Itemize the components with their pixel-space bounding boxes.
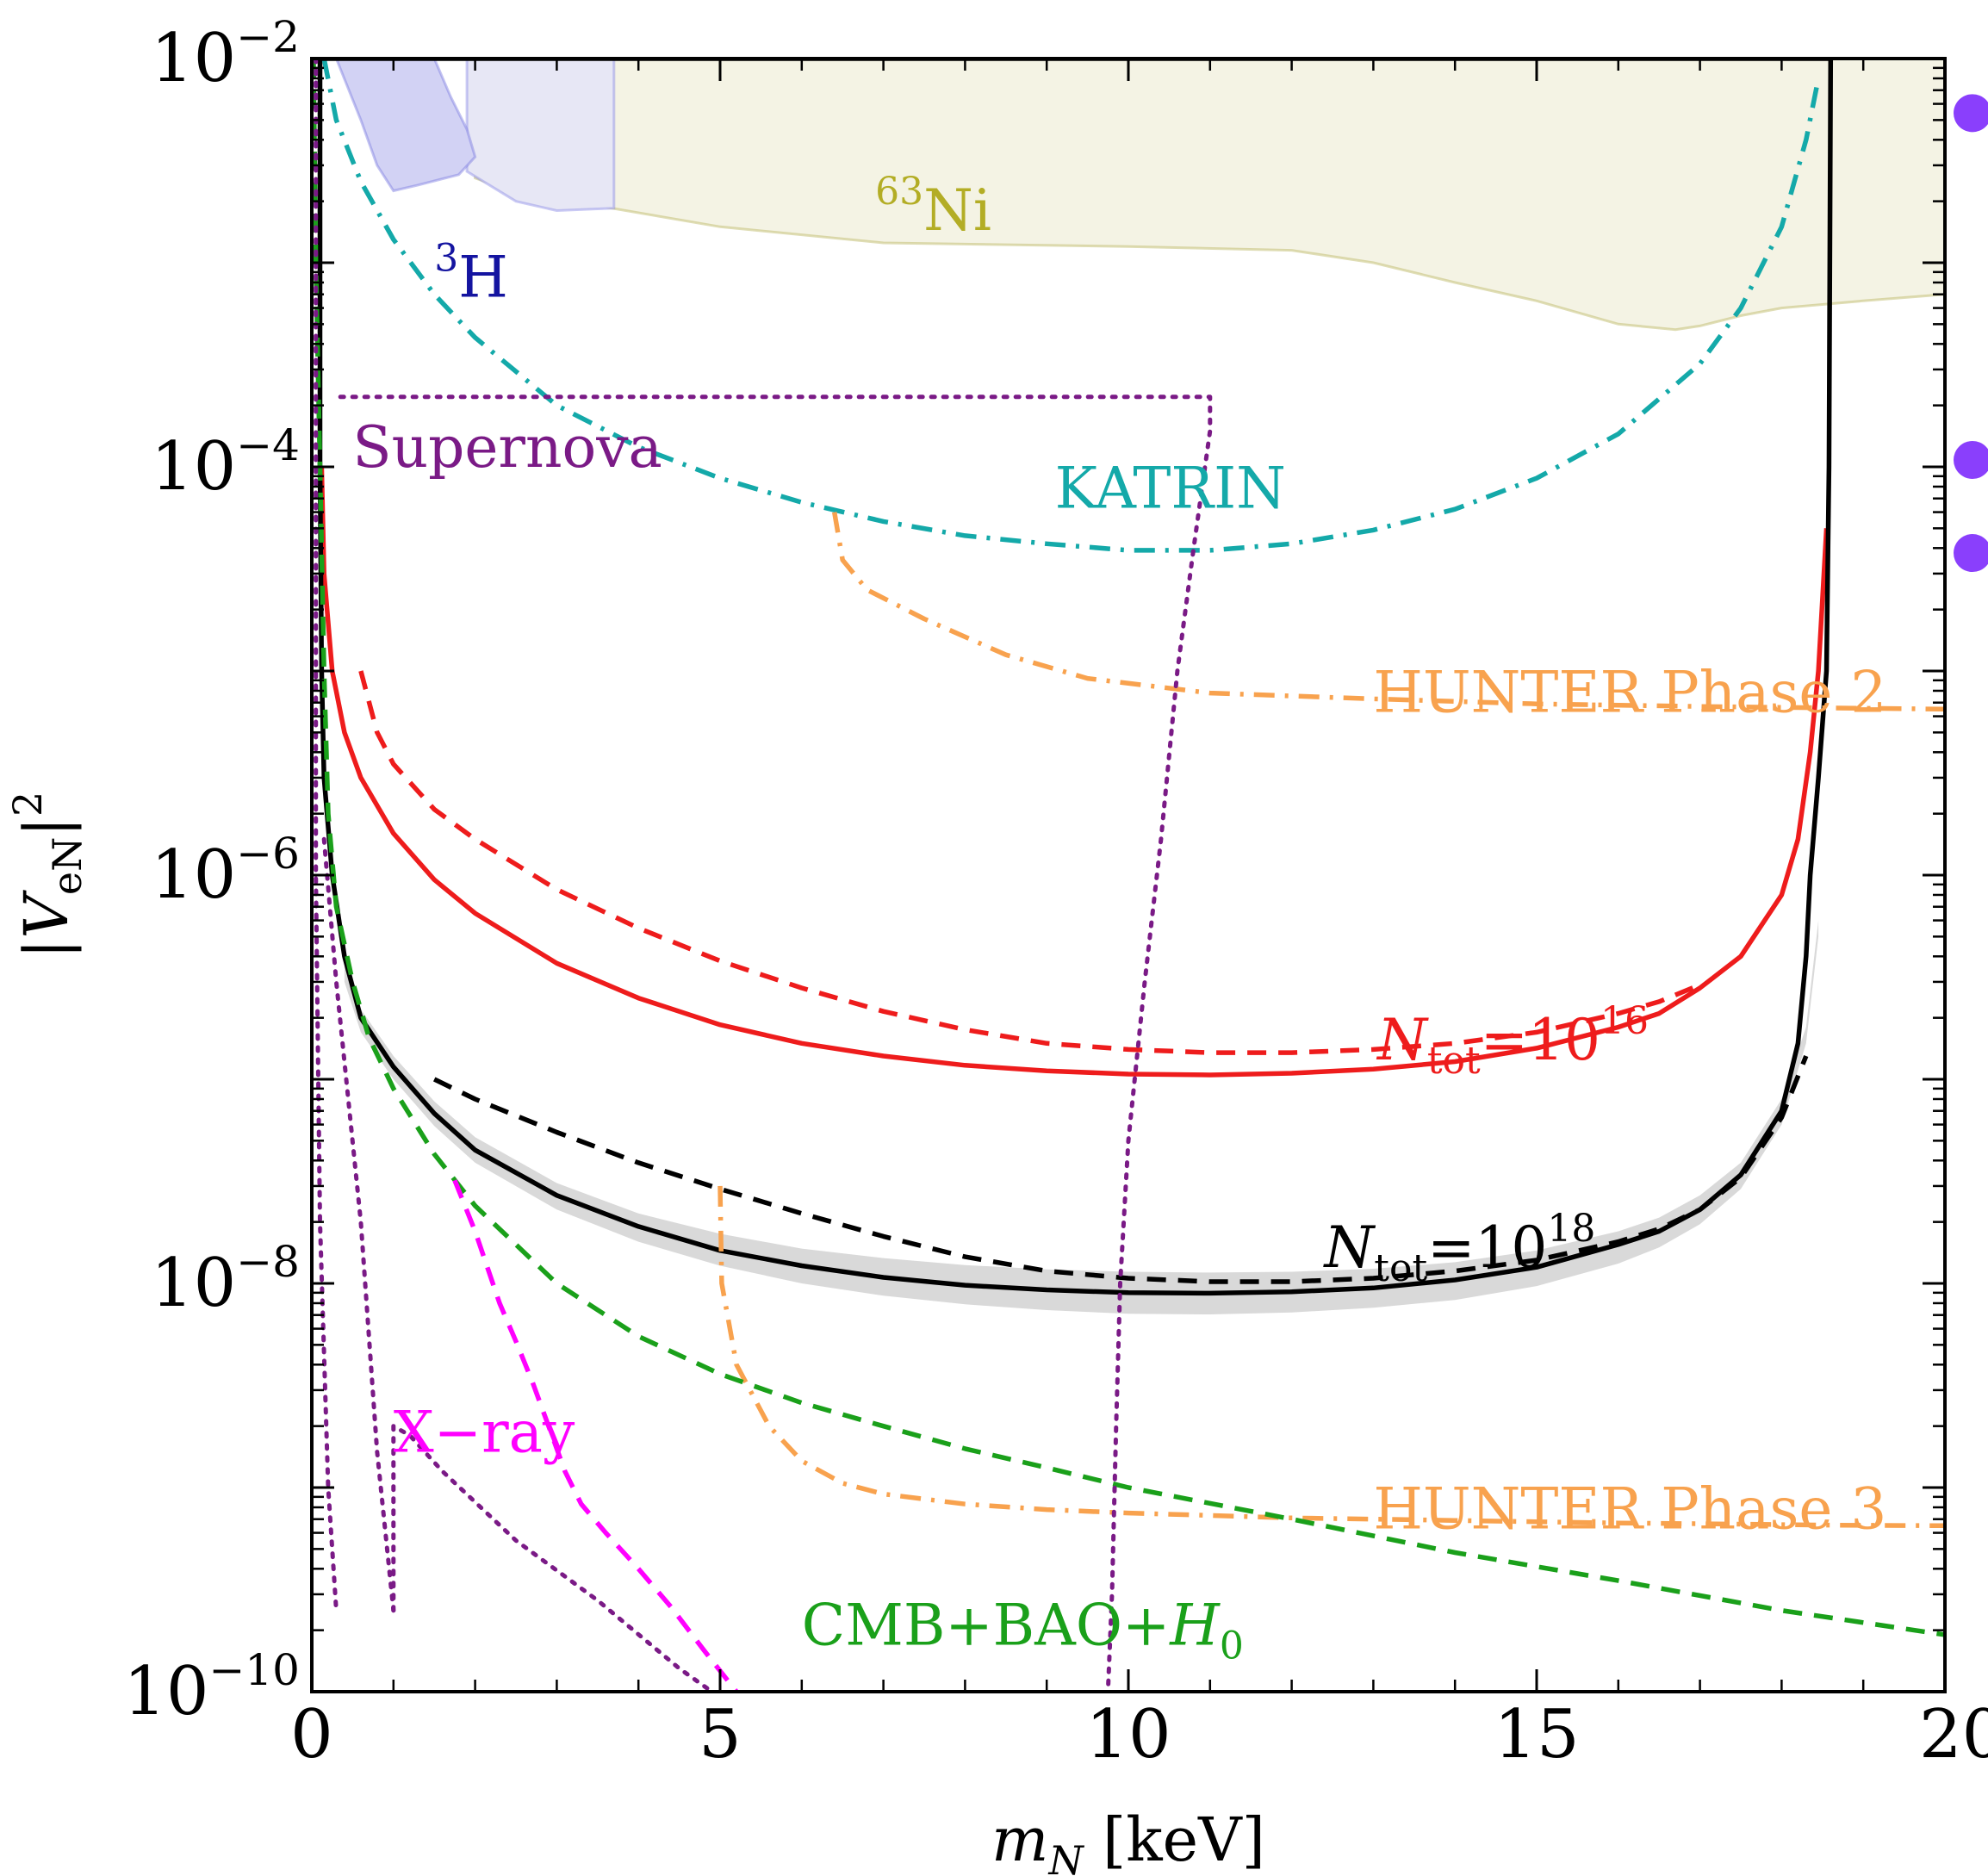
annotation-xray: X−ray xyxy=(394,1399,575,1465)
x-tick-label: 15 xyxy=(1494,1696,1579,1774)
y-tick-label: 10−8 xyxy=(151,1237,300,1322)
x-tick-label: 0 xyxy=(290,1696,333,1774)
series-supernova-left2 xyxy=(394,1426,712,1692)
x-tick-label: 5 xyxy=(699,1696,742,1774)
x-tick-label: 20 xyxy=(1919,1696,1988,1774)
slide-bullet xyxy=(1954,534,1988,572)
annotation-cmb: CMB+BAO+H0 xyxy=(802,1592,1244,1668)
annotation-hunter3: HUNTER Phase 3 xyxy=(1373,1476,1886,1543)
y-tick-label: 10−4 xyxy=(151,420,300,506)
series-ntot16-solid xyxy=(321,467,1826,1075)
annotation-h3: 3H xyxy=(434,237,508,311)
x-tick-label: 10 xyxy=(1085,1696,1171,1774)
region-ni63 xyxy=(475,59,1945,330)
region-h3-light xyxy=(467,59,614,211)
y-tick-label: 10−10 xyxy=(123,1645,300,1730)
x-axis-title: mN [keV] xyxy=(991,1805,1265,1876)
region-layer xyxy=(336,59,1945,330)
annotation-supernova: Supernova xyxy=(352,414,662,481)
bullet-layer xyxy=(1954,94,1988,572)
series-ntot16-dashed xyxy=(361,671,1700,1053)
series-supernova-left xyxy=(324,839,394,1610)
band-layer xyxy=(345,921,1818,1314)
slide-bullet xyxy=(1954,441,1988,479)
annotation-katrin: KATRIN xyxy=(1055,456,1286,522)
slide-bullet xyxy=(1954,94,1988,132)
y-tick-label: 10−6 xyxy=(151,829,300,914)
y-axis-title: |VeN|2 xyxy=(4,792,90,960)
y-tick-label: 10−2 xyxy=(151,12,300,97)
annotation-ntot16: Ntot=1016 xyxy=(1376,999,1649,1083)
region-h3-dark xyxy=(336,59,475,191)
band-ntot18-uncertainty xyxy=(345,921,1818,1314)
annotation-hunter2: HUNTER Phase 2 xyxy=(1373,660,1886,726)
